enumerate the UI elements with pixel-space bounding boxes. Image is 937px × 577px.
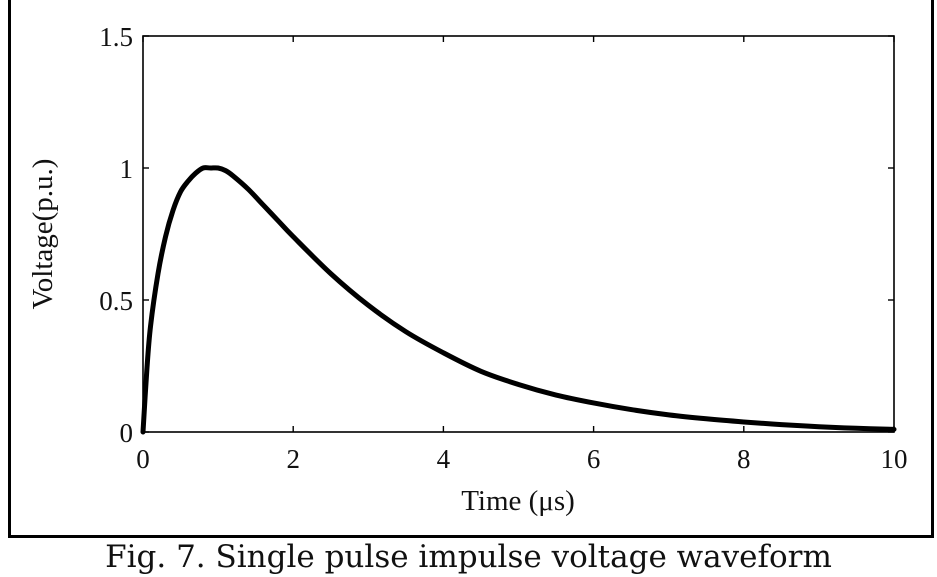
voltage-series-line [140, 165, 897, 435]
y-tick-label: 1 [120, 154, 134, 184]
x-tick-label: 6 [587, 444, 601, 474]
x-axis-label: Time (μs) [461, 485, 575, 517]
x-axis-ticks: 0 2 4 6 8 10 [136, 36, 908, 474]
x-tick-label: 0 [136, 444, 150, 474]
y-tick-label: 0 [120, 418, 134, 448]
figure: 0 2 4 6 8 10 0 0.5 1 1.5 Time (μs) Voltage(p.u.)… [8, 0, 934, 575]
figure-caption: Fig. 7. Single pulse impulse voltage wav… [105, 539, 832, 575]
y-axis-label: Voltage(p.u.) [27, 159, 59, 310]
x-tick-label: 2 [286, 444, 300, 474]
y-tick-label: 1.5 [99, 22, 133, 52]
series-layer [140, 165, 897, 435]
y-axis-ticks: 0 0.5 1 1.5 [99, 22, 894, 448]
figure-frame [8, 0, 934, 538]
x-tick-label: 4 [437, 444, 451, 474]
y-tick-label: 0.5 [99, 286, 133, 316]
voltage-waveform-chart: 0 2 4 6 8 10 0 0.5 1 1.5 Time (μs) Voltage(p.u.) [27, 22, 908, 517]
x-tick-label: 10 [881, 444, 908, 474]
plot-border [142, 35, 895, 433]
plot-area [142, 35, 895, 433]
x-tick-label: 8 [737, 444, 751, 474]
